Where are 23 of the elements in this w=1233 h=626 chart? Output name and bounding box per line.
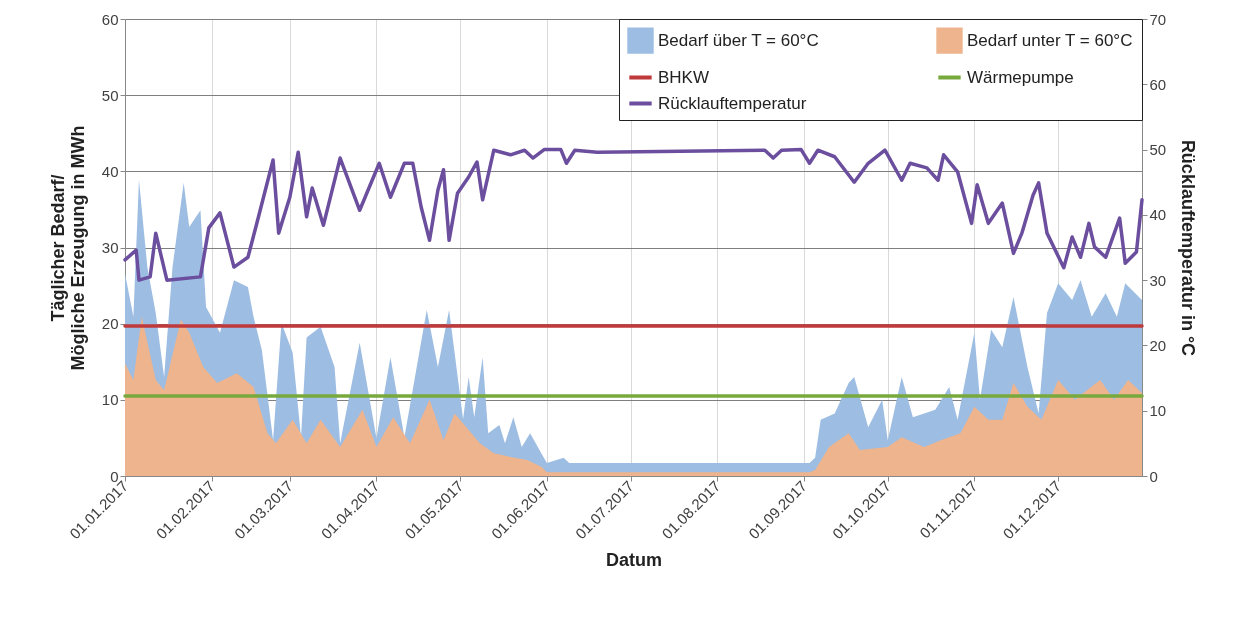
- line-series: [123, 147, 1144, 282]
- y2-tick-label: 70: [1149, 10, 1167, 28]
- y-axis-title: Täglicher Bedarf/ Mögliche Erzeugung in MWh: [47, 125, 88, 371]
- y2-tick-label: 10: [1149, 402, 1167, 420]
- y2-tick-label: 20: [1149, 336, 1167, 354]
- y-tick-label: 10: [101, 391, 119, 409]
- legend-label: Bedarf über T = 60°C: [658, 30, 819, 50]
- legend-label: Bedarf unter T = 60°C: [967, 30, 1133, 50]
- y2-tick-label: 60: [1149, 75, 1167, 93]
- legend-label: Wärmepumpe: [967, 67, 1074, 87]
- y-tick-label: 60: [101, 10, 119, 28]
- x-axis-title: Datum: [605, 550, 663, 571]
- y2-tick-label: 30: [1149, 271, 1167, 289]
- legend-label: BHKW: [658, 67, 709, 87]
- y2-tick-label: 50: [1149, 141, 1167, 159]
- y-tick-label: 40: [101, 162, 119, 180]
- y2-axis-title: Rücklauftemperatur in °C: [1178, 139, 1199, 357]
- y2-tick-label: 40: [1149, 206, 1167, 224]
- y-tick-label: 20: [101, 315, 119, 333]
- y2-tick-label: 0: [1149, 467, 1158, 485]
- y-tick-label: 30: [101, 239, 119, 256]
- legend-label: Rücklauftemperatur: [658, 93, 807, 113]
- y-tick-label: 50: [101, 86, 119, 104]
